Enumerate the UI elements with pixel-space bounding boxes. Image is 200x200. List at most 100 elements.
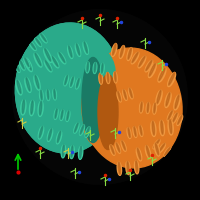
Ellipse shape — [157, 90, 161, 104]
Ellipse shape — [127, 128, 131, 138]
Ellipse shape — [51, 56, 59, 68]
Ellipse shape — [148, 63, 156, 78]
Ellipse shape — [119, 46, 125, 58]
Ellipse shape — [54, 89, 56, 99]
Ellipse shape — [151, 121, 156, 136]
Ellipse shape — [154, 143, 160, 156]
Ellipse shape — [106, 73, 110, 83]
Ellipse shape — [136, 161, 138, 173]
Circle shape — [12, 9, 188, 185]
Ellipse shape — [68, 46, 73, 58]
Ellipse shape — [15, 62, 19, 71]
Ellipse shape — [154, 140, 159, 148]
Ellipse shape — [124, 90, 126, 99]
Ellipse shape — [110, 145, 115, 155]
Ellipse shape — [38, 126, 44, 139]
Ellipse shape — [140, 126, 142, 135]
Ellipse shape — [131, 52, 139, 64]
Ellipse shape — [45, 60, 51, 71]
Ellipse shape — [178, 115, 182, 124]
Ellipse shape — [146, 146, 150, 157]
Ellipse shape — [139, 56, 145, 67]
Ellipse shape — [86, 127, 89, 136]
Ellipse shape — [22, 100, 25, 114]
Ellipse shape — [38, 101, 43, 116]
Ellipse shape — [177, 115, 183, 125]
Ellipse shape — [140, 102, 142, 112]
Ellipse shape — [107, 73, 109, 82]
Ellipse shape — [122, 141, 125, 150]
Ellipse shape — [47, 129, 53, 141]
Ellipse shape — [169, 120, 172, 134]
Ellipse shape — [78, 146, 83, 159]
Ellipse shape — [39, 101, 42, 115]
Ellipse shape — [53, 89, 56, 100]
Ellipse shape — [17, 80, 21, 93]
Ellipse shape — [76, 44, 80, 55]
Ellipse shape — [30, 41, 35, 49]
Ellipse shape — [14, 62, 20, 72]
Ellipse shape — [100, 63, 104, 74]
Ellipse shape — [159, 120, 165, 136]
Ellipse shape — [80, 125, 84, 135]
Ellipse shape — [75, 123, 78, 132]
Ellipse shape — [99, 73, 103, 84]
Ellipse shape — [173, 113, 177, 122]
Ellipse shape — [15, 23, 121, 153]
Ellipse shape — [120, 46, 124, 57]
Ellipse shape — [159, 143, 165, 152]
Ellipse shape — [34, 75, 40, 90]
Ellipse shape — [26, 78, 30, 91]
Ellipse shape — [40, 34, 47, 43]
Ellipse shape — [145, 60, 153, 72]
Ellipse shape — [127, 48, 132, 60]
Ellipse shape — [123, 90, 127, 100]
Ellipse shape — [146, 60, 152, 71]
Ellipse shape — [121, 141, 126, 151]
Ellipse shape — [82, 48, 182, 168]
Ellipse shape — [56, 131, 62, 144]
Ellipse shape — [169, 72, 175, 85]
Ellipse shape — [48, 129, 52, 140]
Ellipse shape — [86, 62, 90, 73]
Ellipse shape — [80, 146, 82, 158]
Ellipse shape — [139, 126, 143, 136]
Ellipse shape — [149, 63, 155, 76]
Ellipse shape — [29, 41, 36, 50]
Ellipse shape — [127, 161, 129, 173]
Ellipse shape — [34, 53, 42, 67]
Ellipse shape — [66, 111, 70, 121]
Ellipse shape — [25, 58, 29, 67]
Ellipse shape — [84, 42, 88, 53]
Ellipse shape — [153, 103, 156, 114]
Ellipse shape — [55, 109, 57, 118]
Ellipse shape — [154, 103, 156, 113]
Ellipse shape — [35, 53, 41, 66]
Ellipse shape — [40, 90, 43, 101]
Ellipse shape — [61, 145, 66, 158]
Ellipse shape — [161, 120, 163, 134]
Ellipse shape — [156, 90, 162, 105]
Ellipse shape — [159, 143, 165, 153]
Ellipse shape — [87, 62, 89, 72]
Ellipse shape — [20, 60, 24, 69]
Ellipse shape — [129, 88, 132, 98]
Ellipse shape — [67, 111, 69, 120]
Ellipse shape — [44, 48, 52, 63]
Ellipse shape — [71, 77, 73, 86]
Ellipse shape — [45, 48, 51, 61]
Ellipse shape — [85, 127, 90, 137]
Ellipse shape — [54, 109, 58, 119]
Ellipse shape — [153, 140, 160, 149]
Ellipse shape — [138, 56, 146, 68]
Ellipse shape — [82, 58, 104, 142]
Ellipse shape — [94, 63, 96, 72]
Ellipse shape — [16, 80, 22, 95]
Ellipse shape — [117, 162, 122, 175]
Ellipse shape — [39, 126, 43, 138]
Ellipse shape — [117, 91, 121, 102]
Ellipse shape — [98, 74, 118, 150]
Ellipse shape — [111, 145, 114, 154]
Ellipse shape — [68, 46, 72, 57]
Ellipse shape — [175, 95, 179, 108]
